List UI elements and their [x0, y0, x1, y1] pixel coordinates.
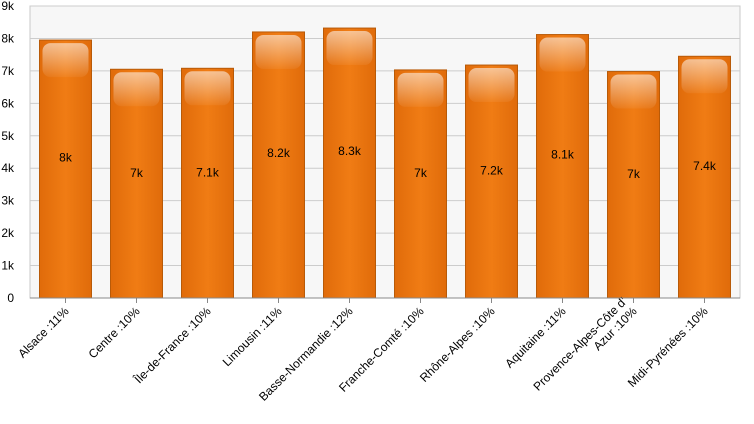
data-label: 7.4k [693, 159, 717, 173]
y-tick-label: 6k [1, 96, 15, 110]
bar-gloss [42, 43, 89, 78]
bar-gloss [113, 72, 160, 107]
y-tick-label: 8k [1, 31, 15, 45]
bar[interactable] [323, 27, 376, 299]
x-tick-label: Île-de-France :10% [130, 303, 214, 387]
bar-gloss [184, 71, 231, 106]
y-tick-label: 1k [1, 259, 15, 273]
x-tick-label: Limousin :11% [220, 304, 285, 369]
bar[interactable] [678, 55, 731, 299]
y-tick-label: 2k [1, 226, 15, 240]
bars: 8k 7k 7.1k 8.2k 8.3k 7k 7.2k 8.1k 7k 7.4k [39, 27, 731, 299]
bar[interactable] [607, 71, 660, 299]
bar-gloss [610, 74, 657, 109]
data-label: 7k [130, 166, 144, 180]
bar[interactable] [252, 31, 305, 299]
data-label: 7k [627, 167, 641, 181]
bar-gloss [397, 72, 444, 107]
data-label: 8.2k [267, 146, 291, 160]
data-label: 8.1k [551, 147, 575, 161]
data-label: 7.2k [480, 164, 504, 178]
x-tick-label-line: Rhône-Alpes :10% [417, 304, 498, 385]
x-tick-label: Midi-Pyrénées :10% [625, 304, 711, 390]
bar-gloss [539, 37, 586, 72]
x-tick-label-line: Provence-Alpes-Côte d' [530, 294, 629, 393]
bar[interactable] [110, 68, 163, 299]
bar[interactable] [39, 39, 92, 299]
bar[interactable] [536, 34, 589, 299]
y-tick-label: 7k [1, 64, 15, 78]
data-label: 7k [414, 166, 428, 180]
y-tick-label: 9k [1, 0, 15, 13]
x-tick-label-line: Midi-Pyrénées :10% [625, 304, 711, 390]
data-label: 7.1k [196, 165, 220, 179]
bar-gloss [255, 34, 302, 69]
y-axis-ticks: 0 1k 2k 3k 4k 5k 6k 7k 8k 9k [1, 0, 15, 305]
bar[interactable] [465, 64, 518, 299]
x-tick-label: Rhône-Alpes :10% [417, 304, 498, 385]
y-tick-label: 5k [1, 129, 15, 143]
x-tick-label-line: Alsace :11% [15, 304, 72, 361]
x-tick-label: Centre :10% [86, 304, 143, 361]
bar-gloss [326, 31, 373, 66]
y-tick-label: 3k [1, 194, 15, 208]
bar[interactable] [394, 69, 447, 299]
bar[interactable] [181, 67, 234, 299]
y-tick-label: 4k [1, 161, 15, 175]
x-tick-label-line: Limousin :11% [220, 304, 285, 369]
x-tick-label-line: Île-de-France :10% [130, 303, 214, 387]
bar-gloss [681, 59, 728, 94]
data-label: 8.3k [338, 144, 362, 158]
x-tick-label-line: Centre :10% [86, 304, 143, 361]
x-tick-label: Alsace :11% [15, 304, 72, 361]
y-tick-label: 0 [7, 291, 14, 305]
bar-gloss [468, 68, 515, 103]
x-tick-label: Provence-Alpes-Côte d'Azur :10% [530, 294, 639, 403]
x-axis-ticks: Alsace :11% Centre :10%Île-de-France :10%… [15, 294, 711, 403]
data-label: 8k [59, 150, 73, 164]
